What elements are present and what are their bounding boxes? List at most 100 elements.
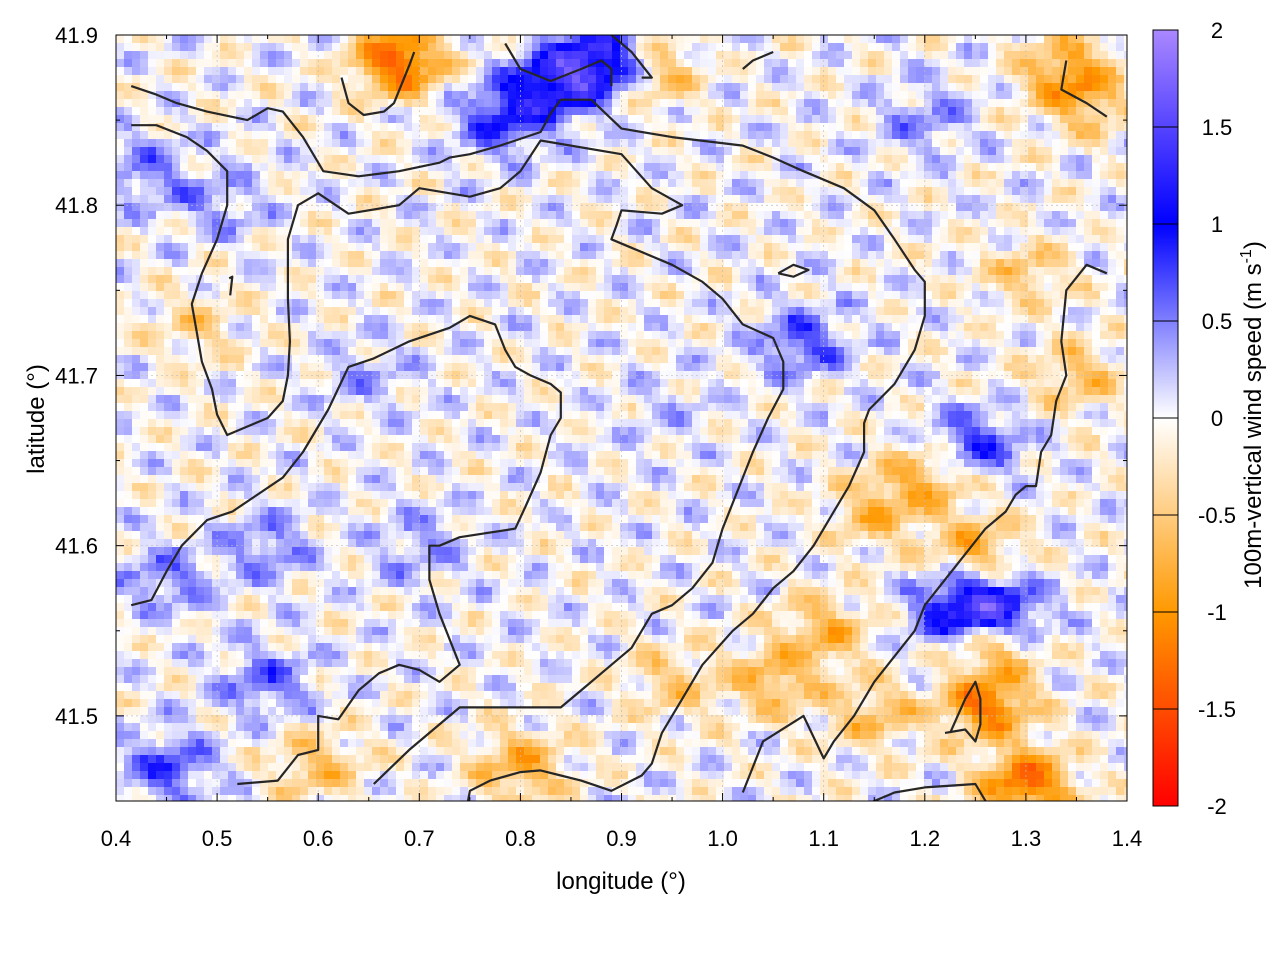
field-cell [644, 291, 653, 300]
field-cell [844, 83, 853, 92]
field-cell [604, 179, 613, 188]
field-cell [1084, 179, 1093, 188]
field-cell [660, 203, 669, 212]
field-cell [468, 131, 477, 140]
field-cell [692, 299, 701, 308]
field-cell [788, 235, 797, 244]
field-cell [1028, 243, 1037, 252]
field-cell [452, 99, 461, 108]
field-cell [1020, 259, 1029, 268]
field-cell [348, 291, 357, 300]
field-cell [572, 75, 581, 84]
field-cell [476, 299, 485, 308]
field-cell [692, 155, 701, 164]
field-cell [876, 35, 885, 44]
field-cell [660, 139, 669, 148]
field-cell [884, 123, 893, 132]
field-cell [612, 163, 621, 172]
field-cell [236, 283, 245, 292]
field-cell [780, 115, 789, 124]
field-cell [140, 139, 149, 148]
field-cell [564, 195, 573, 204]
field-cell [924, 243, 933, 252]
field-cell [348, 331, 357, 340]
field-cell [1100, 179, 1109, 188]
field-cell [1052, 227, 1061, 236]
field-cell [1124, 179, 1133, 188]
field-cell [1076, 171, 1085, 180]
field-cell [604, 139, 613, 148]
field-cell [228, 211, 237, 220]
field-cell [164, 83, 173, 92]
field-cell [740, 155, 749, 164]
field-cell [908, 211, 917, 220]
field-cell [356, 283, 365, 292]
field-cell [508, 67, 517, 76]
field-cell [316, 331, 325, 340]
field-cell [1068, 75, 1077, 84]
field-cell [652, 123, 661, 132]
field-cell [116, 275, 125, 284]
field-cell [700, 131, 709, 140]
field-cell [1068, 203, 1077, 212]
field-cell [996, 275, 1005, 284]
field-cell [700, 91, 709, 100]
field-cell [340, 123, 349, 132]
field-cell [300, 107, 309, 116]
field-cell [748, 307, 757, 316]
field-cell [132, 147, 141, 156]
field-cell [908, 243, 917, 252]
field-cell [884, 67, 893, 76]
field-cell [884, 155, 893, 164]
field-cell [500, 323, 509, 332]
field-cell [1012, 99, 1021, 108]
field-cell [900, 179, 909, 188]
field-cell [508, 123, 517, 132]
field-cell [1036, 123, 1045, 132]
field-cell [668, 235, 677, 244]
field-cell [1028, 99, 1037, 108]
field-cell [596, 235, 605, 244]
field-cell [324, 291, 333, 300]
field-cell [924, 323, 933, 332]
field-cell [300, 251, 309, 260]
field-cell [1004, 147, 1013, 156]
field-cell [972, 163, 981, 172]
field-cell [788, 115, 797, 124]
field-cell [868, 283, 877, 292]
field-cell [148, 323, 157, 332]
field-cell [156, 259, 165, 268]
field-cell [132, 91, 141, 100]
field-cell [260, 299, 269, 308]
field-cell [900, 163, 909, 172]
field-cell [772, 307, 781, 316]
field-cell [452, 235, 461, 244]
field-cell [348, 67, 357, 76]
field-cell [428, 171, 437, 180]
field-cell [564, 115, 573, 124]
field-cell [660, 51, 669, 60]
field-cell [1020, 91, 1029, 100]
field-cell [692, 59, 701, 68]
field-cell [484, 275, 493, 284]
field-cell [508, 155, 517, 164]
field-cell [228, 75, 237, 84]
field-cell [868, 243, 877, 252]
field-cell [548, 243, 557, 252]
field-cell [780, 131, 789, 140]
field-cell [1092, 283, 1101, 292]
field-cell [708, 35, 717, 44]
field-cell [244, 131, 253, 140]
field-cell [324, 107, 333, 116]
field-cell [292, 99, 301, 108]
field-cell [788, 179, 797, 188]
field-cell [588, 131, 597, 140]
field-cell [172, 35, 181, 44]
field-cell [356, 219, 365, 228]
field-cell [652, 67, 661, 76]
field-cell [676, 107, 685, 116]
field-cell [1100, 131, 1109, 140]
field-cell [740, 283, 749, 292]
field-cell [932, 195, 941, 204]
field-cell [476, 179, 485, 188]
